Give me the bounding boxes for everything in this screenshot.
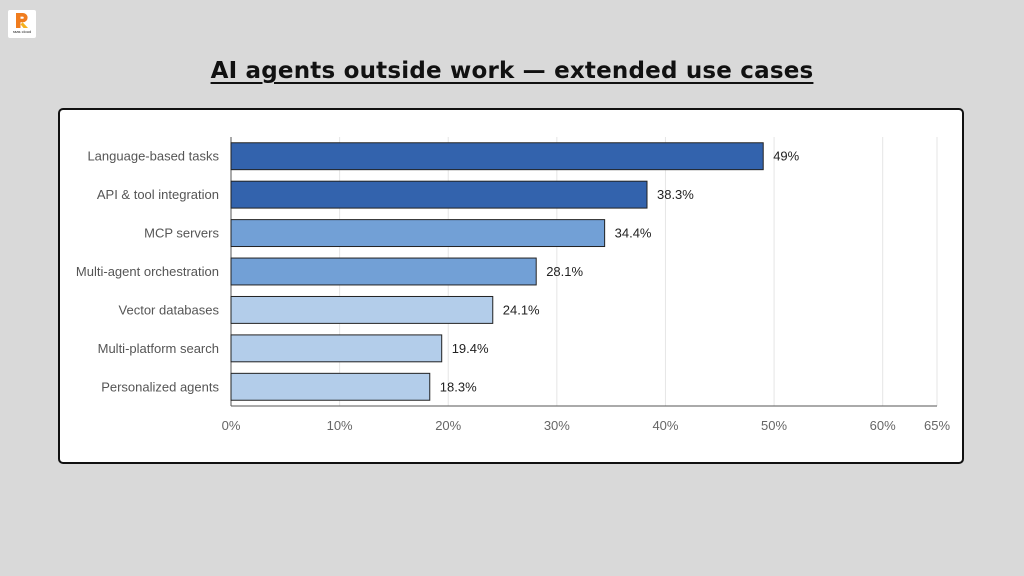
value-label-2: 34.4% bbox=[615, 226, 652, 241]
bar-3 bbox=[230, 257, 537, 286]
bar-2 bbox=[230, 219, 606, 248]
bar-5 bbox=[230, 334, 443, 363]
value-label-5: 19.4% bbox=[452, 341, 489, 356]
x-tick-label-5: 50% bbox=[761, 418, 787, 433]
value-label-4: 24.1% bbox=[503, 302, 540, 317]
brand-logo: raas cloud bbox=[8, 10, 36, 38]
x-tick-label-6: 60% bbox=[870, 418, 896, 433]
bar-6 bbox=[230, 372, 431, 401]
category-label-0: Language-based tasks bbox=[87, 149, 219, 164]
category-label-3: Multi-agent orchestration bbox=[76, 264, 219, 279]
value-label-3: 28.1% bbox=[546, 264, 583, 279]
x-tick-label-0: 0% bbox=[222, 418, 241, 433]
category-label-1: API & tool integration bbox=[97, 187, 219, 202]
logo-r-icon bbox=[16, 13, 28, 28]
x-tick-label-3: 30% bbox=[544, 418, 570, 433]
x-tick-label-4: 40% bbox=[652, 418, 678, 433]
category-label-6: Personalized agents bbox=[101, 379, 219, 394]
x-tick-label-1: 10% bbox=[327, 418, 353, 433]
category-label-2: MCP servers bbox=[144, 226, 219, 241]
x-tick-label-2: 20% bbox=[435, 418, 461, 433]
value-label-0: 49% bbox=[773, 149, 799, 164]
value-label-1: 38.3% bbox=[657, 187, 694, 202]
logo-text: raas cloud bbox=[12, 29, 32, 34]
category-label-4: Vector databases bbox=[119, 302, 220, 317]
value-label-6: 18.3% bbox=[440, 379, 477, 394]
bar-chart: Language-based tasks 49% API & tool integr… bbox=[76, 137, 950, 433]
category-label-5: Multi-platform search bbox=[98, 341, 219, 356]
bar-0 bbox=[230, 142, 764, 171]
chart-card: Language-based tasks 49% API & tool integr… bbox=[58, 108, 964, 464]
x-tick-label-7: 65% bbox=[924, 418, 950, 433]
page-title: AI agents outside work — extended use ca… bbox=[210, 58, 814, 84]
bar-4 bbox=[230, 295, 494, 324]
bar-1 bbox=[230, 180, 648, 209]
